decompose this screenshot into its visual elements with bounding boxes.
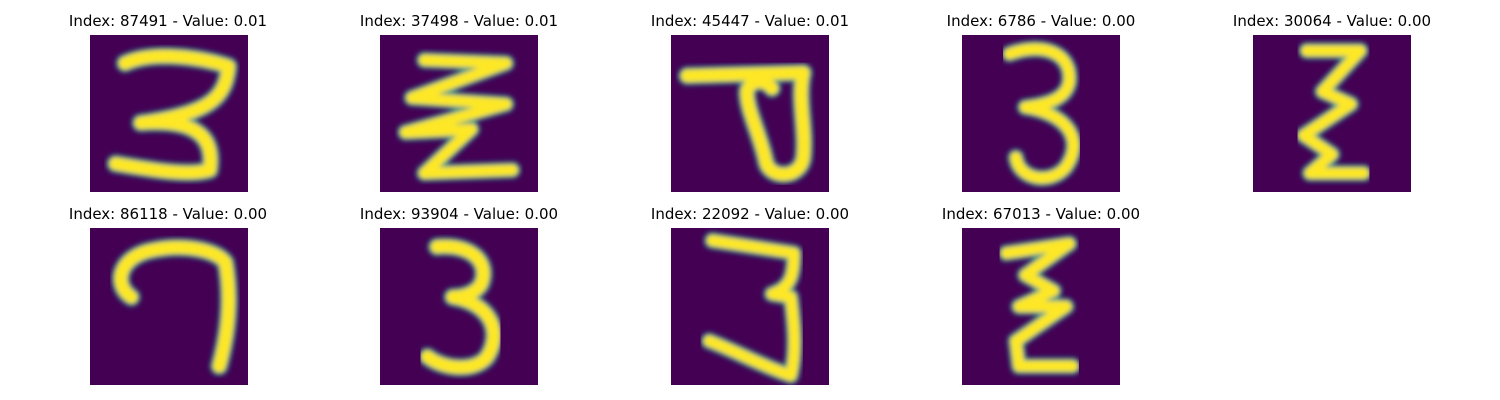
digit-image [380, 228, 538, 385]
panel-title: Index: 86118 - Value: 0.00 [68, 205, 268, 223]
digit-3-glyph [1000, 40, 1083, 187]
digit-image [962, 228, 1120, 385]
zigzag-glyph [1295, 42, 1373, 182]
panel-title: Index: 45447 - Value: 0.01 [650, 12, 850, 30]
digit-image [380, 35, 538, 192]
zigzag-glyph [396, 51, 522, 182]
panel-title: Index: 67013 - Value: 0.00 [941, 205, 1141, 223]
digit-7-glyph [111, 238, 239, 376]
digit-image [671, 35, 829, 192]
panel-title: Index: 6786 - Value: 0.00 [946, 12, 1136, 30]
panel-title: Index: 37498 - Value: 0.01 [359, 12, 559, 30]
digit-3-glyph [106, 46, 239, 183]
digit-image [90, 228, 248, 385]
digit-image [90, 35, 248, 192]
panel-title: Index: 22092 - Value: 0.00 [650, 205, 850, 223]
panel-title: Index: 30064 - Value: 0.00 [1232, 12, 1432, 30]
panel-title: Index: 93904 - Value: 0.00 [359, 205, 559, 223]
digit-image [1253, 35, 1411, 192]
zigzag-glyph [997, 235, 1082, 375]
digit-image [671, 228, 829, 385]
digit-3-glyph [418, 237, 504, 377]
digit-3-glyph [700, 231, 804, 385]
digit-image [962, 35, 1120, 192]
panel-title: Index: 87491 - Value: 0.01 [68, 12, 268, 30]
loop-glyph [677, 63, 814, 184]
